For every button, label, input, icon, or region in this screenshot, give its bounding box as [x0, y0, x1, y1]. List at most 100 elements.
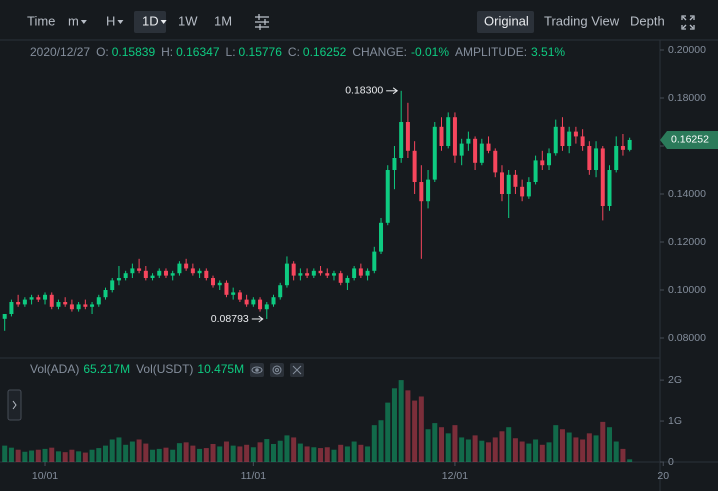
volume-bar: [76, 451, 82, 462]
candle-body: [63, 302, 68, 305]
candle-body: [96, 297, 101, 305]
volume-bar: [156, 448, 162, 462]
volume-bar: [297, 443, 303, 462]
volume-bar: [55, 451, 61, 462]
candle-body: [607, 170, 612, 207]
info-text: 2020/12/27: [30, 45, 90, 59]
candle-body: [36, 297, 41, 300]
last-price-label: 0.16252: [671, 134, 709, 146]
candle-body: [580, 136, 585, 147]
info-text: 10.475M: [197, 362, 244, 376]
x-tick-label: 12/01: [442, 470, 468, 482]
volume-bar: [291, 437, 297, 462]
candle-body: [547, 153, 552, 166]
x-tick-label: 10/01: [32, 470, 58, 482]
volume-bar: [371, 425, 377, 462]
volume-bar: [318, 448, 324, 462]
volume-bar: [533, 439, 539, 462]
y-tick-label: 0.14000: [668, 188, 706, 200]
volume-bar: [2, 445, 8, 462]
settings-icon[interactable]: [255, 14, 269, 30]
volume-bar: [580, 439, 586, 462]
candle-body: [520, 186, 525, 197]
volume-bar: [620, 448, 626, 462]
interval-button[interactable]: H: [106, 13, 115, 28]
volume-bar: [412, 400, 418, 462]
view-button[interactable]: Trading View: [544, 13, 620, 28]
volume-bar: [82, 452, 88, 462]
candle-body: [345, 278, 350, 283]
volume-bar: [103, 445, 108, 462]
volume-bar: [264, 439, 270, 462]
dropdown-caret: [160, 20, 167, 24]
view-button[interactable]: Depth: [630, 13, 665, 28]
candle-body: [325, 273, 330, 276]
interval-button[interactable]: 1D: [142, 13, 159, 28]
candle-body: [224, 282, 229, 295]
candle-body: [56, 302, 61, 307]
candle-body: [499, 172, 504, 195]
candle-body: [264, 304, 269, 310]
candle-body: [385, 170, 390, 223]
volume-bar: [203, 448, 209, 462]
volume-bar: [344, 446, 350, 462]
volume-tick-label: 1G: [668, 415, 682, 427]
volume-bar: [284, 435, 290, 462]
y-tick-label: 0.18000: [668, 92, 706, 104]
view-button[interactable]: Original: [484, 13, 529, 28]
volume-bar: [176, 443, 182, 462]
candle-body: [405, 122, 410, 151]
candle-body: [29, 297, 34, 300]
volume-bar: [627, 459, 633, 462]
interval-button[interactable]: 1M: [214, 13, 232, 28]
volume-bar: [49, 447, 55, 462]
volume-tick-label: 2G: [668, 374, 682, 386]
candle-body: [594, 148, 599, 171]
candle-body: [432, 126, 437, 180]
candle-body: [573, 131, 578, 137]
volume-bar: [573, 437, 579, 462]
candle-body: [379, 222, 384, 252]
volume-bar: [42, 448, 48, 462]
fullscreen-icon[interactable]: [681, 15, 695, 30]
volume-bar: [526, 443, 532, 462]
candle-body: [486, 143, 491, 151]
candle-body: [553, 126, 558, 154]
side-panel-toggle[interactable]: [7, 389, 22, 421]
last-price-tag: [660, 130, 718, 149]
volume-bar: [197, 448, 203, 462]
info-text: Vol(USDT): [136, 362, 193, 376]
candle-body: [163, 270, 168, 276]
candle-body: [560, 126, 565, 147]
volume-bar: [559, 429, 565, 462]
candle-body: [493, 150, 498, 173]
candle-body: [211, 278, 216, 286]
info-text: O:: [96, 45, 109, 59]
interval-button[interactable]: Time: [27, 13, 55, 28]
volume-bar: [459, 437, 465, 462]
interval-button[interactable]: m: [68, 13, 79, 28]
volume-bar: [519, 441, 525, 462]
volume-bar: [8, 447, 14, 462]
x-tick-label: 11/01: [241, 470, 267, 482]
candle-body: [358, 268, 363, 276]
dropdown-caret: [80, 20, 87, 24]
dropdown-caret: [117, 20, 124, 24]
volume-bar: [183, 442, 189, 462]
info-text: 0.15776: [239, 45, 283, 59]
candle-body: [567, 131, 572, 147]
candle-body: [110, 280, 115, 291]
volume-bar: [512, 438, 518, 462]
candle-body: [69, 304, 74, 310]
interval-button[interactable]: 1W: [178, 13, 198, 28]
info-text: L:: [226, 45, 236, 59]
candle-body: [513, 174, 518, 187]
candle-body: [372, 251, 377, 271]
volume-bar: [472, 435, 478, 462]
info-text: AMPLITUDE:: [455, 45, 527, 59]
volume-bar: [351, 441, 357, 462]
candle-body: [587, 146, 592, 171]
volume-bar: [607, 427, 612, 462]
volume-bar: [223, 441, 229, 462]
volume-tools[interactable]: [250, 363, 304, 377]
